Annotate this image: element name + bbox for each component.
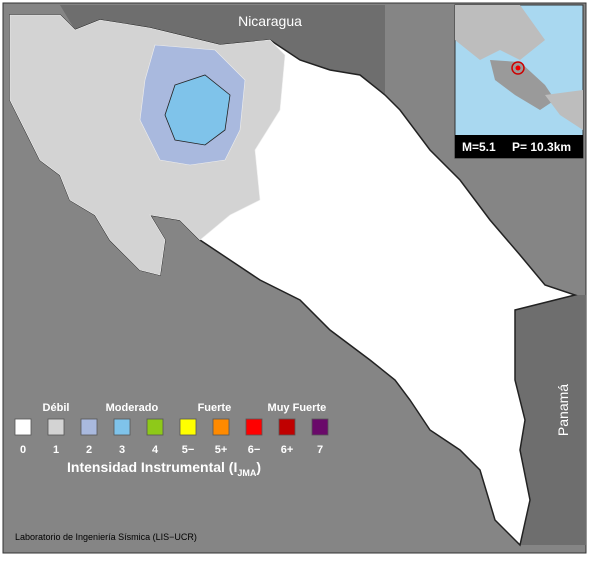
legend-title-text: Intensidad Instrumental (I bbox=[67, 459, 237, 475]
legend-label: 0 bbox=[20, 444, 26, 456]
epicenter-ring bbox=[511, 61, 525, 75]
legend-swatch bbox=[47, 418, 65, 436]
nicaragua bbox=[10, 5, 385, 95]
credit: Laboratorio de Ingeniería Sísmica (LIS−U… bbox=[15, 532, 197, 542]
country-label: Nicaragua bbox=[238, 13, 302, 29]
legend-swatch bbox=[212, 418, 230, 436]
legend-title: Intensidad Instrumental (IJMA) bbox=[67, 459, 261, 478]
legend-title-close: ) bbox=[256, 459, 261, 475]
depth: P= 10.3km bbox=[512, 140, 571, 154]
legend: 0 1 2 3 4 5− 5+ 6− 6+ 7 Débil Moderado Fuerte Muy Fue… bbox=[14, 402, 329, 456]
legend-label: 1 bbox=[53, 444, 59, 456]
legend-label: 4 bbox=[152, 444, 159, 456]
legend-group: Moderado bbox=[106, 402, 159, 414]
legend-label: 5− bbox=[182, 444, 195, 456]
legend-group: Fuerte bbox=[198, 402, 232, 414]
legend-swatch bbox=[146, 418, 164, 436]
magnitude: M=5.1 bbox=[462, 140, 496, 154]
legend-label: 2 bbox=[86, 444, 92, 456]
legend-swatch bbox=[14, 418, 32, 436]
panama bbox=[515, 295, 586, 545]
legend-group: Muy Fuerte bbox=[268, 402, 327, 414]
epicenter bbox=[515, 65, 521, 71]
inset-bar bbox=[455, 135, 583, 158]
legend-swatch bbox=[113, 418, 131, 436]
inset-land bbox=[455, 5, 545, 60]
legend-group: Débil bbox=[43, 402, 70, 414]
inset-costa-rica bbox=[490, 60, 555, 110]
country-label: Panamá bbox=[555, 384, 571, 436]
legend-label: 5+ bbox=[215, 444, 228, 456]
inset: M=5.1 P= 10.3km bbox=[454, 4, 584, 159]
legend-title-subscript: JMA bbox=[237, 468, 257, 478]
legend-label: 3 bbox=[119, 444, 125, 456]
legend-swatch bbox=[245, 418, 263, 436]
legend-swatch bbox=[179, 418, 197, 436]
legend-label: 6− bbox=[248, 444, 261, 456]
legend-label: 6+ bbox=[281, 444, 294, 456]
legend-swatch bbox=[311, 418, 329, 436]
legend-swatch bbox=[278, 418, 296, 436]
zone-intensity-3 bbox=[164, 74, 231, 146]
inset-land bbox=[545, 90, 583, 130]
legend-label: 7 bbox=[317, 444, 323, 456]
legend-swatch bbox=[80, 418, 98, 436]
